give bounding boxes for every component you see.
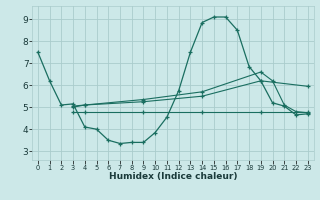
X-axis label: Humidex (Indice chaleur): Humidex (Indice chaleur) [108, 172, 237, 181]
